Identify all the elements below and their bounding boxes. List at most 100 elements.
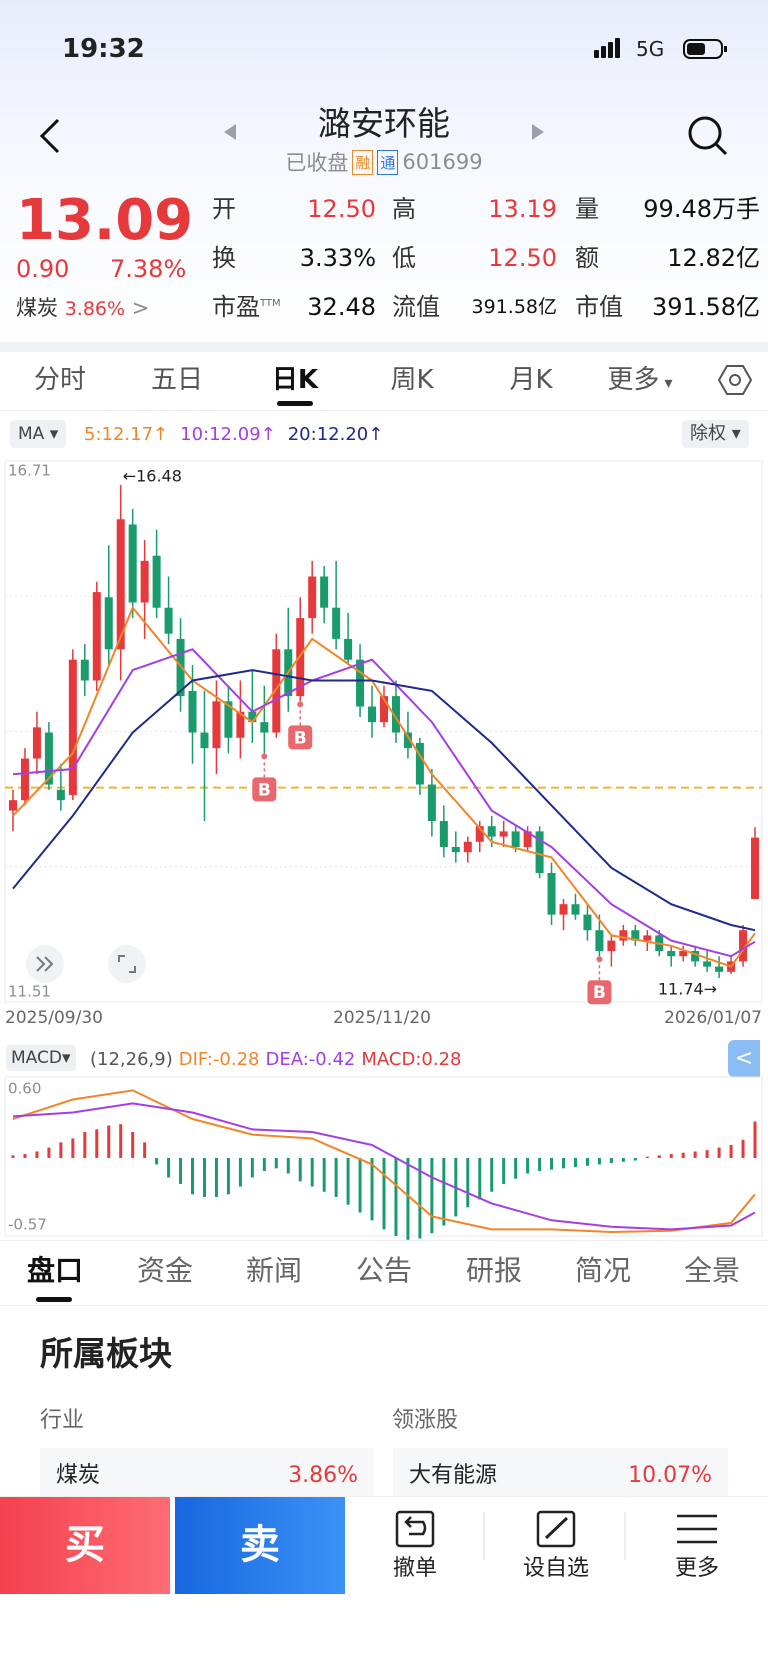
macd-bar (95, 1129, 99, 1158)
industry-label: 行业 (40, 1408, 85, 1433)
candle-body (523, 831, 532, 847)
tag: 融 (352, 149, 374, 175)
candle-body (727, 961, 736, 972)
candle-body (463, 841, 472, 853)
stat-value: 391.58亿 (652, 293, 760, 321)
macd-bar (394, 1157, 398, 1236)
info-tab[interactable]: 简况 (574, 1254, 631, 1287)
info-tab[interactable]: 资金 (136, 1254, 193, 1287)
info-tab[interactable]: 公告 (355, 1254, 412, 1287)
marker-label: B (258, 780, 271, 800)
info-tab[interactable]: 全景 (683, 1254, 740, 1287)
candle-body (511, 831, 520, 847)
stock-code: 601699 (402, 150, 483, 174)
candle-body (236, 711, 245, 738)
leader-name: 大有能源 (409, 1463, 498, 1488)
action-icons (395, 1510, 717, 1560)
macd-bar (466, 1157, 470, 1208)
stat-label: 低 (392, 244, 416, 272)
candle-body (667, 951, 676, 957)
status-network: 5G (636, 37, 665, 61)
sell-label: 卖 (240, 1522, 280, 1568)
stat-label: 量 (575, 195, 599, 223)
macd-bar (131, 1131, 135, 1158)
industry-pct: 3.86% (288, 1463, 358, 1488)
action-label[interactable]: 更多 (674, 1556, 719, 1581)
period-tab[interactable]: 分时 (33, 365, 86, 395)
candle-body (188, 690, 197, 733)
info-tab[interactable]: 新闻 (245, 1254, 302, 1287)
macd-bar (155, 1157, 159, 1165)
x-tick-label: 2025/11/20 (333, 1008, 431, 1028)
macd-bar (238, 1157, 242, 1187)
adjust-selector[interactable]: 除权 ▾ (682, 420, 749, 448)
candle-body (368, 706, 377, 723)
action-label[interactable]: 撤单 (392, 1556, 437, 1581)
macd-params: (12,26,9) (90, 1049, 173, 1070)
collapse-tab[interactable]: < (728, 1040, 760, 1077)
sell-button[interactable]: 卖 (175, 1497, 345, 1594)
candle-body (739, 930, 748, 962)
buy-button[interactable]: 买 (0, 1497, 170, 1594)
next-stock[interactable] (530, 122, 546, 142)
candle-body (439, 820, 448, 847)
chart-control[interactable] (26, 945, 64, 983)
ma-line (12, 669, 756, 932)
extreme-label: 11.74→ (658, 980, 717, 999)
period-tab[interactable]: 五日 (150, 365, 203, 395)
divider (0, 1305, 768, 1306)
macd-bar (179, 1157, 183, 1184)
marker-badge (252, 777, 277, 802)
settings-icon[interactable] (718, 364, 752, 396)
macd-selector[interactable]: MACD▾ (6, 1045, 76, 1071)
change: 0.90 (16, 255, 70, 283)
info-tab[interactable]: 盘口 (26, 1254, 83, 1287)
leader-card[interactable]: 大有能源 10.07% (393, 1448, 728, 1500)
prev-stock[interactable] (222, 122, 238, 142)
candle-body (619, 930, 628, 941)
info-tab[interactable]: 研报 (465, 1254, 522, 1287)
period-tab[interactable]: 周K (390, 365, 434, 395)
leader-pct: 10.07% (628, 1463, 712, 1488)
sector-name: 煤炭 (16, 296, 58, 320)
ma-selector[interactable]: MA ▾ (10, 420, 67, 448)
macd-bar (430, 1157, 434, 1234)
candle-body (44, 732, 53, 785)
macd-bar (418, 1157, 422, 1239)
y-tick-label: 16.71 (8, 462, 51, 480)
macd-bar (729, 1144, 733, 1158)
search-button[interactable] (686, 114, 730, 158)
x-tick-label: 2025/09/30 (5, 1008, 103, 1028)
header-bg (0, 0, 768, 342)
macd-bar (406, 1157, 410, 1240)
period-tab[interactable]: 日K (271, 365, 319, 395)
macd-bar (47, 1147, 51, 1158)
macd-bar (214, 1157, 218, 1197)
stat-label: 流值 (392, 293, 440, 321)
stat-value: 3.33% (299, 244, 376, 272)
macd-bar (11, 1155, 15, 1158)
chart-control[interactable] (108, 945, 146, 983)
candle-body (260, 722, 269, 733)
action-label[interactable]: 设自选 (522, 1556, 589, 1581)
period-tab[interactable]: 月K (509, 365, 553, 395)
candle-body (320, 576, 329, 608)
macd-line (12, 1089, 756, 1234)
macd-bar (310, 1157, 314, 1187)
leader-label: 领涨股 (392, 1408, 459, 1433)
period-tab[interactable]: 更多 ▾ (607, 365, 673, 395)
macd-bar (490, 1157, 494, 1192)
chart-control-icon (118, 955, 136, 973)
candle-body (703, 961, 712, 967)
candle-body (415, 742, 424, 785)
candle-body (128, 524, 137, 603)
candle-body (248, 711, 257, 723)
price: 13.09 (16, 188, 194, 253)
macd-bar (514, 1157, 518, 1179)
back-button[interactable] (36, 116, 66, 156)
stat-value: 391.58亿 (471, 296, 557, 318)
candle-body (284, 649, 293, 697)
candle-body (80, 659, 89, 681)
industry-card[interactable]: 煤炭 3.86% (40, 1448, 374, 1500)
